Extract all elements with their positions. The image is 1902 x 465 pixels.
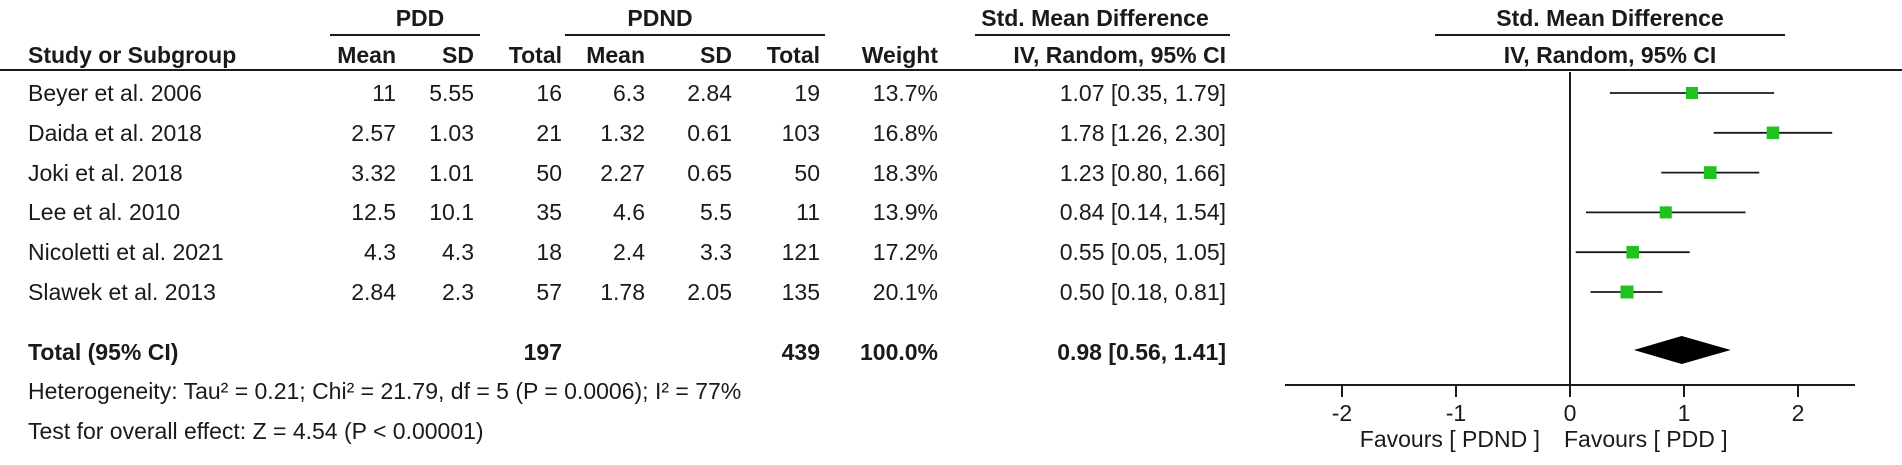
study-ci-text: 0.84 [0.14, 1.54] — [1059, 199, 1226, 225]
favours-left-label: Favours [ PDND ] — [1359, 426, 1540, 452]
study-total2: 135 — [781, 279, 820, 305]
group2-rule — [565, 34, 825, 36]
total1-header: Total — [508, 42, 562, 68]
study-ci-text: 0.50 [0.18, 0.81] — [1059, 279, 1226, 305]
study-mean2: 1.78 — [600, 279, 645, 305]
study-weight: 17.2% — [872, 239, 938, 265]
study-total2: 50 — [794, 160, 820, 186]
total1-value: 197 — [523, 339, 562, 365]
study-sd1: 1.03 — [429, 120, 474, 146]
sd1-header: SD — [442, 42, 474, 68]
x-tick-label: 1 — [1678, 400, 1691, 426]
study-total1: 57 — [536, 279, 562, 305]
group1-rule — [330, 34, 480, 36]
study-sd2: 0.65 — [687, 160, 732, 186]
point-estimate-marker — [1685, 86, 1699, 100]
mean1-header: Mean — [337, 42, 396, 68]
study-sd1: 5.55 — [429, 80, 474, 106]
overall-effect-text: Test for overall effect: Z = 4.54 (P < 0… — [28, 418, 484, 444]
study-total1: 16 — [536, 80, 562, 106]
study-sd1: 2.3 — [442, 279, 474, 305]
study-ci-text: 1.23 [0.80, 1.66] — [1059, 160, 1226, 186]
study-ci-text: 0.55 [0.05, 1.05] — [1059, 239, 1226, 265]
study-mean1: 2.57 — [351, 120, 396, 146]
point-estimate-marker — [1659, 206, 1672, 219]
study-mean2: 6.3 — [613, 80, 645, 106]
study-total2: 103 — [781, 120, 820, 146]
weight-header: Weight — [861, 42, 938, 68]
pooled-diamond — [1633, 336, 1731, 364]
study-mean2: 2.4 — [613, 239, 645, 265]
study-name: Nicoletti et al. 2021 — [28, 239, 224, 265]
study-total1: 18 — [536, 239, 562, 265]
total2-header: Total — [766, 42, 820, 68]
smd-right-rule — [1435, 34, 1785, 36]
sd2-header: SD — [700, 42, 732, 68]
method-right-header: IV, Random, 95% CI — [1503, 42, 1717, 68]
study-mean1: 3.32 — [351, 160, 396, 186]
smd-left-header: Std. Mean Difference — [981, 5, 1209, 31]
total-label: Total (95% CI) — [28, 339, 179, 365]
study-sd2: 3.3 — [700, 239, 732, 265]
study-mean2: 4.6 — [613, 199, 645, 225]
study-mean1: 4.3 — [364, 239, 396, 265]
study-mean1: 12.5 — [351, 199, 396, 225]
study-weight: 20.1% — [872, 279, 938, 305]
x-tick-label: -1 — [1446, 400, 1466, 426]
study-header: Study or Subgroup — [28, 42, 237, 68]
study-sd2: 5.5 — [700, 199, 732, 225]
study-sd2: 0.61 — [687, 120, 732, 146]
study-total2: 19 — [794, 80, 820, 106]
total-ci: 0.98 [0.56, 1.41] — [1057, 339, 1226, 365]
study-total1: 50 — [536, 160, 562, 186]
group1-header: PDD — [395, 5, 445, 31]
method-left-header: IV, Random, 95% CI — [1013, 42, 1226, 68]
study-sd1: 10.1 — [429, 199, 474, 225]
study-total1: 21 — [536, 120, 562, 146]
study-weight: 13.9% — [872, 199, 938, 225]
study-total2: 11 — [796, 199, 820, 225]
smd-left-rule — [975, 34, 1230, 36]
header-bottom-rule — [0, 69, 1902, 71]
study-name: Lee et al. 2010 — [28, 199, 181, 225]
study-weight: 18.3% — [872, 160, 938, 186]
x-tick-label: -2 — [1332, 400, 1352, 426]
favours-right-label: Favours [ PDD ] — [1564, 426, 1728, 452]
study-total1: 35 — [536, 199, 562, 225]
study-mean1: 11 — [372, 80, 396, 106]
study-ci-text: 1.78 [1.26, 2.30] — [1059, 120, 1226, 146]
study-sd2: 2.84 — [687, 80, 732, 106]
total2-value: 439 — [781, 339, 820, 365]
study-sd1: 1.01 — [429, 160, 474, 186]
study-name: Beyer et al. 2006 — [28, 80, 202, 106]
x-tick-label: 0 — [1564, 400, 1577, 426]
point-estimate-marker — [1620, 285, 1634, 299]
mean2-header: Mean — [586, 42, 645, 68]
heterogeneity-text: Heterogeneity: Tau² = 0.21; Chi² = 21.79… — [28, 378, 742, 404]
point-estimate-marker — [1626, 245, 1639, 259]
study-weight: 13.7% — [872, 80, 938, 106]
study-name: Daida et al. 2018 — [28, 120, 202, 146]
study-sd1: 4.3 — [442, 239, 474, 265]
point-estimate-marker — [1766, 126, 1780, 140]
point-estimate-marker — [1703, 166, 1717, 179]
study-total2: 121 — [781, 239, 820, 265]
study-name: Slawek et al. 2013 — [28, 279, 216, 305]
total-weight: 100.0% — [859, 339, 938, 365]
study-sd2: 2.05 — [687, 279, 732, 305]
x-tick-label: 2 — [1792, 400, 1805, 426]
study-weight: 16.8% — [872, 120, 938, 146]
study-ci-text: 1.07 [0.35, 1.79] — [1059, 80, 1226, 106]
study-mean2: 2.27 — [600, 160, 645, 186]
group2-header: PDND — [627, 5, 693, 31]
study-name: Joki et al. 2018 — [28, 160, 183, 186]
smd-right-header: Std. Mean Difference — [1496, 5, 1724, 31]
study-mean1: 2.84 — [351, 279, 396, 305]
study-mean2: 1.32 — [600, 120, 645, 146]
